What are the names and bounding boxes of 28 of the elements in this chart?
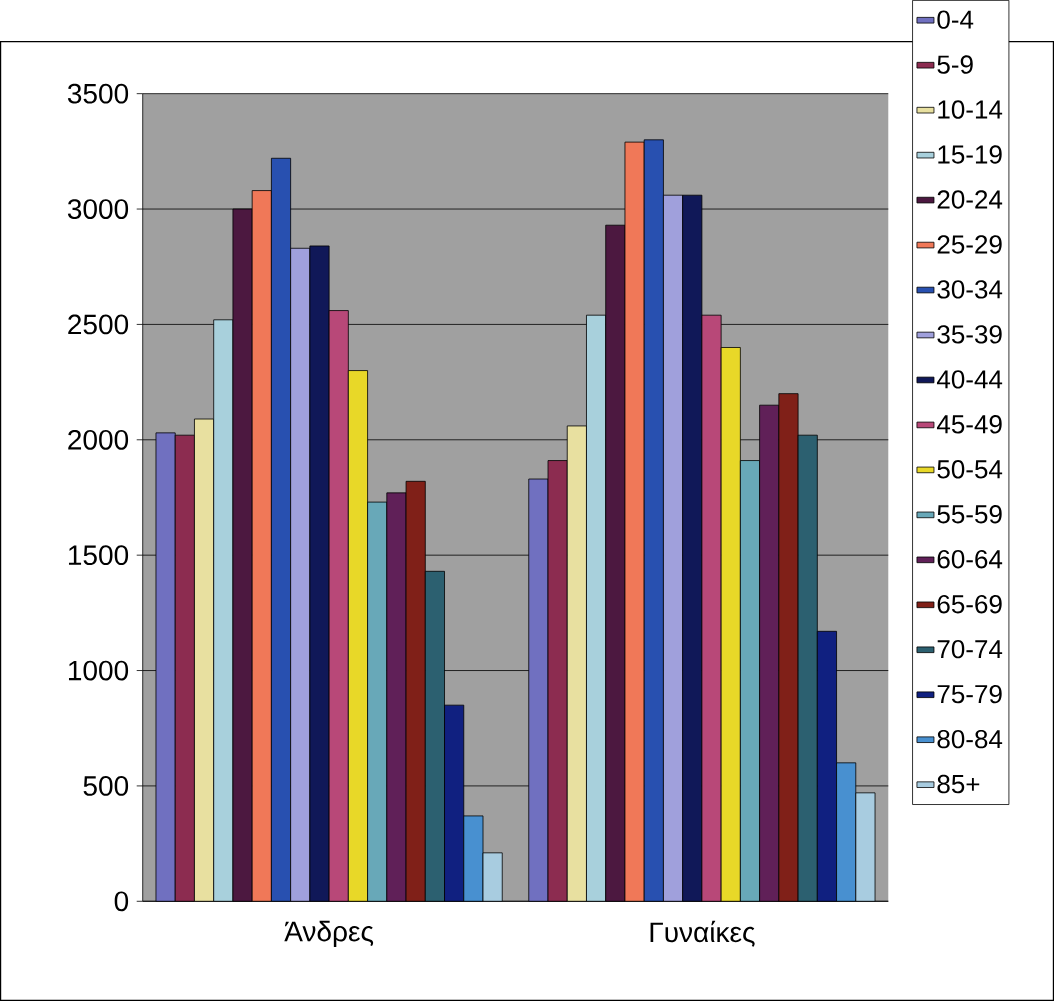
y-tick-label: 3500: [67, 83, 129, 104]
legend-label: 50-54: [937, 460, 1003, 479]
y-tick-label: 2500: [68, 314, 129, 335]
y-tick-label: 1000: [68, 660, 129, 681]
legend-label: 85+: [937, 774, 980, 794]
legend-label: 35-39: [937, 325, 1002, 344]
legend-label: 5-9: [937, 55, 973, 74]
legend-label: 25-29: [937, 235, 1002, 254]
legend-label: 40-44: [936, 370, 1003, 389]
legend-label: 20-24: [937, 190, 1003, 209]
legend-label: 10-14: [938, 100, 1003, 119]
x-tick-label: Άνδρες: [284, 920, 374, 947]
legend-label: 55-59: [937, 505, 1002, 524]
y-tick-label: 1500: [68, 545, 129, 566]
legend-label: 30-34: [937, 280, 1003, 299]
legend-label: 15-19: [938, 145, 1002, 164]
legend-label: 60-64: [937, 550, 1003, 569]
legend-label: 75-79: [937, 684, 1002, 704]
legend-label: 0-4: [937, 10, 974, 29]
y-tick-label: 500: [83, 776, 129, 796]
y-tick-label: 3000: [67, 199, 129, 219]
x-tick-label: Γυναίκες: [650, 920, 755, 947]
legend-label: 65-69: [937, 595, 1002, 614]
y-tick-label: 2000: [68, 429, 129, 450]
y-tick-label: 0: [114, 891, 129, 912]
legend-label: 45-49: [936, 415, 1002, 434]
legend-label: 70-74: [937, 639, 1003, 659]
legend-label: 80-84: [937, 729, 1003, 749]
